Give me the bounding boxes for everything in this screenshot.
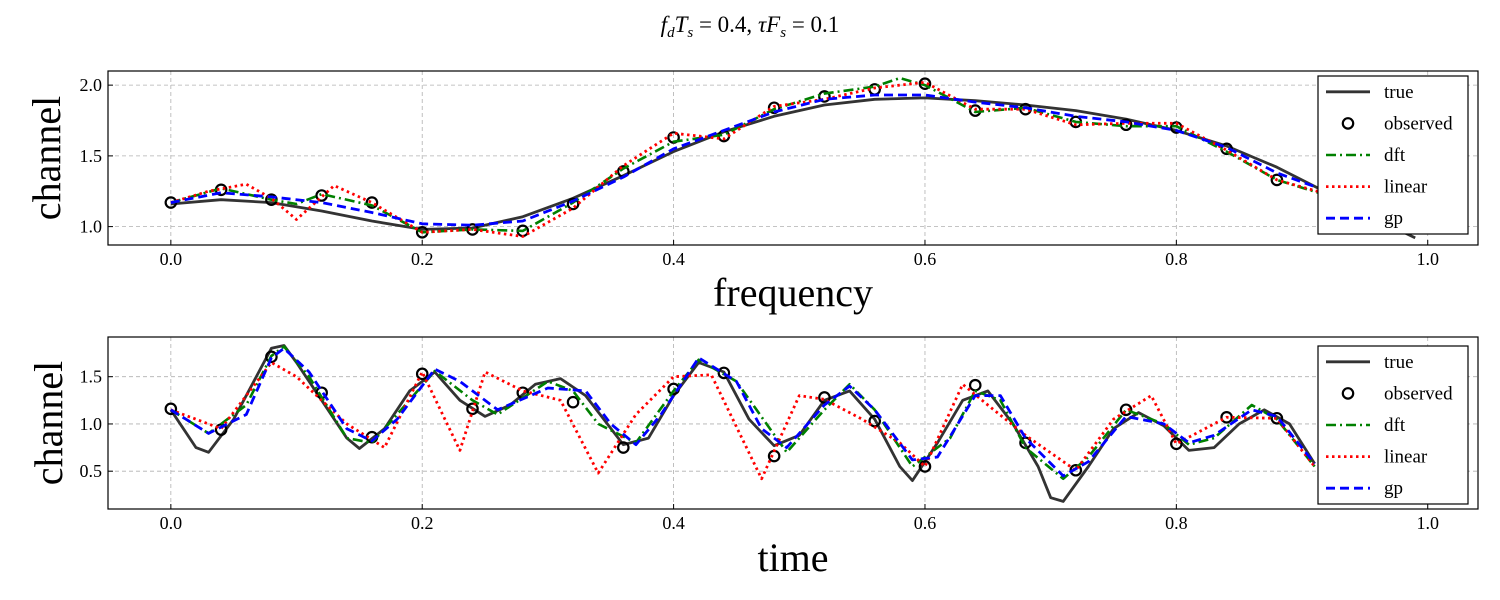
observed-point [566, 197, 580, 211]
y-tick-label: 1.5 [80, 146, 103, 166]
y-tick-label: 2.0 [80, 75, 103, 95]
observed-point [1170, 437, 1183, 451]
series-line-true [169, 344, 1316, 503]
y-tick-label: 1.0 [80, 217, 103, 237]
observed-point [466, 402, 479, 416]
observed-point [1119, 403, 1133, 417]
legend-label-linear: linear [1384, 177, 1428, 198]
axes-frame [107, 336, 1479, 510]
legend-label-dft: dft [1384, 415, 1406, 436]
plot-area [164, 76, 1416, 240]
legend-label-true: true [1384, 82, 1414, 103]
legend-label-linear: linear [1384, 447, 1428, 468]
x-tick-label: 0.8 [1165, 513, 1188, 533]
series-line-linear [170, 361, 1316, 481]
observed-point [717, 366, 731, 380]
x-axis-label: time [757, 535, 828, 580]
observed-point [164, 402, 178, 416]
legend-swatch-observed [1341, 117, 1355, 130]
x-tick-label: 0.8 [1165, 249, 1188, 269]
legend-label-dft: dft [1384, 145, 1406, 166]
time-panel: 0.0 0.2 0.4 0.6 0.8 1.0 0.5 1.0 1.5 time channel tr… [26, 336, 1479, 580]
x-axis-label: frequency [713, 270, 873, 315]
x-tick-label: 1.0 [1416, 513, 1439, 533]
y-tick-label: 0.5 [80, 461, 103, 481]
legend-box [1317, 75, 1469, 235]
y-axis-label: channel [24, 96, 69, 220]
observed-point [968, 378, 982, 392]
observed-point [918, 77, 932, 91]
x-tick-label: 1.0 [1416, 249, 1439, 269]
legend-label-gp: gp [1384, 208, 1403, 229]
axes-frame [107, 70, 1479, 246]
y-axis-label: channel [26, 361, 71, 485]
y-tick-label: 1.0 [80, 414, 103, 434]
legend-label-gp: gp [1384, 478, 1403, 499]
series-line-dft [170, 345, 1316, 481]
observed-point [265, 350, 278, 364]
x-tick-label: 0.6 [914, 513, 937, 533]
observed-point [918, 460, 932, 473]
series-line-dft [170, 76, 1328, 234]
frequency-panel: 0.0 0.2 0.4 0.6 0.8 1.0 1.0 1.5 2.0 frequency chan… [24, 70, 1479, 315]
observed-point [1220, 411, 1233, 424]
x-tick-label: 0.2 [411, 513, 434, 533]
x-tick-label: 0.6 [914, 249, 937, 269]
figure-title: fdTs = 0.4, τFs = 0.1 [661, 12, 840, 41]
x-tick-label: 0.0 [160, 513, 183, 533]
legend: true observed dft linear gp [1317, 75, 1469, 235]
x-tick-label: 0.4 [662, 249, 685, 269]
observed-point [214, 423, 228, 436]
legend-box [1317, 345, 1469, 505]
x-tick-label: 0.4 [662, 513, 685, 533]
observed-point [365, 196, 379, 209]
legend-label-true: true [1384, 352, 1414, 373]
x-tick-label: 0.0 [160, 249, 183, 269]
series-line-linear [170, 80, 1328, 238]
legend-label-observed: observed [1384, 383, 1453, 404]
legend-swatch-observed [1341, 387, 1355, 400]
observed-point [1270, 411, 1284, 425]
observed-point [617, 441, 630, 454]
series-line-gp [170, 346, 1316, 478]
observed-point [566, 395, 580, 409]
y-tick-label: 1.5 [80, 367, 103, 387]
series-line-true [170, 96, 1416, 240]
x-tick-label: 0.2 [411, 249, 434, 269]
observed-point [415, 367, 429, 381]
observed-point [818, 391, 831, 404]
legend: true observed dft linear gp [1317, 345, 1469, 505]
series-line-gp [170, 93, 1328, 227]
legend-label-observed: observed [1384, 113, 1453, 134]
plot-area [164, 344, 1316, 503]
